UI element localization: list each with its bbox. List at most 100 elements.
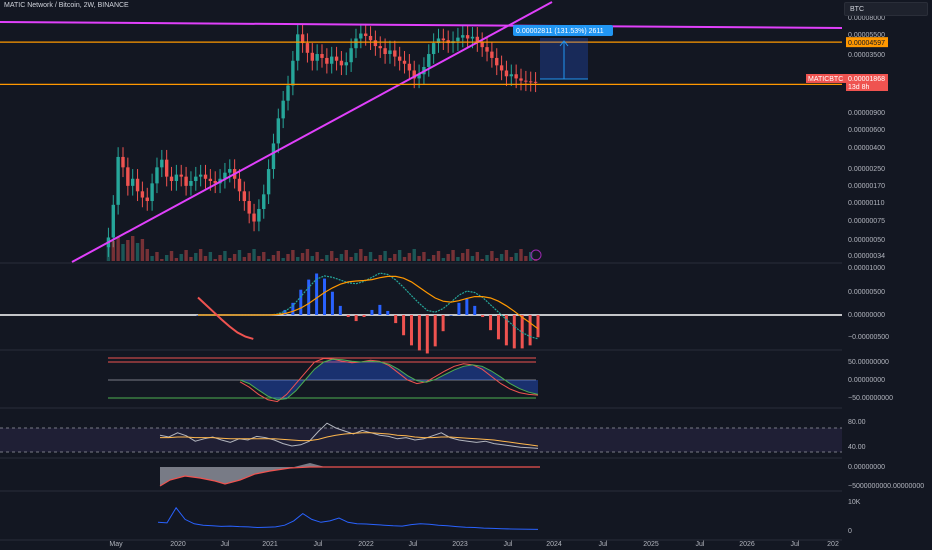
volume-bar bbox=[456, 257, 460, 261]
macd-histogram-bar bbox=[378, 304, 382, 315]
volume-bar bbox=[213, 259, 217, 261]
candle-body bbox=[223, 172, 227, 179]
macd-signal-line bbox=[198, 275, 539, 330]
volume-bar bbox=[116, 237, 120, 261]
volume-bar bbox=[276, 251, 281, 261]
candle-body bbox=[213, 181, 217, 184]
macd-histogram-bar bbox=[330, 291, 334, 315]
volume-bar bbox=[441, 258, 446, 261]
time-axis-tick-label: Jul bbox=[504, 541, 513, 548]
volume-bar bbox=[150, 256, 154, 261]
volume-bar bbox=[247, 253, 251, 261]
volume-bar bbox=[446, 254, 450, 261]
candle-body bbox=[524, 80, 528, 82]
candle-body bbox=[330, 56, 334, 64]
volume-bar bbox=[140, 239, 145, 261]
volume-bar bbox=[359, 249, 363, 261]
candle-body bbox=[504, 70, 509, 77]
price-axis-tick-label: 0.00000075 bbox=[848, 218, 885, 225]
histogram-area bbox=[160, 463, 540, 486]
volume-bar bbox=[427, 259, 431, 261]
candle-body bbox=[228, 169, 232, 173]
volume-bar bbox=[228, 258, 232, 261]
candle-body bbox=[315, 54, 319, 61]
rsi-line bbox=[159, 422, 539, 449]
macd-histogram-bar bbox=[402, 315, 406, 336]
candle-body bbox=[402, 60, 407, 64]
candle-body bbox=[334, 56, 339, 61]
candle-body bbox=[155, 167, 159, 184]
rsi-band-fill bbox=[0, 428, 842, 452]
candle-body bbox=[397, 56, 402, 61]
candle-body bbox=[339, 60, 344, 66]
volume-bar bbox=[305, 249, 310, 261]
volume-bar bbox=[373, 259, 378, 261]
macd-histogram-bar bbox=[315, 273, 319, 315]
volume-bar bbox=[402, 257, 407, 261]
candle-body bbox=[495, 57, 499, 66]
candle-body bbox=[465, 35, 470, 39]
volume-bar bbox=[504, 250, 509, 261]
volume-bar bbox=[310, 256, 314, 261]
volume-bar bbox=[417, 256, 421, 261]
line-pane-series bbox=[157, 506, 539, 530]
symbol-search-input[interactable]: BTC bbox=[844, 2, 928, 16]
candle-body bbox=[519, 78, 523, 81]
candle-body bbox=[533, 81, 538, 83]
volume-bar bbox=[169, 251, 174, 261]
volume-bar bbox=[485, 255, 489, 261]
bar-countdown-label: 13d 8h bbox=[848, 84, 870, 91]
candle-body bbox=[247, 201, 251, 214]
oscillator-axis-tick-label: 0.00000000 bbox=[848, 377, 885, 384]
candle-body bbox=[281, 100, 285, 119]
candle-body bbox=[320, 54, 324, 58]
candle-body bbox=[456, 37, 460, 42]
candle-body bbox=[368, 35, 373, 41]
volume-bar bbox=[475, 252, 480, 261]
candle-body bbox=[412, 70, 416, 79]
macd-histogram-bar bbox=[481, 315, 485, 318]
volume-bar bbox=[514, 253, 518, 261]
candle-body bbox=[164, 159, 169, 177]
candle-body bbox=[130, 178, 135, 186]
candle-body bbox=[354, 38, 358, 49]
macd-histogram-bar bbox=[512, 315, 516, 349]
volume-bar bbox=[155, 252, 159, 261]
price-axis-tick-label: 0.00000600 bbox=[848, 127, 885, 134]
candle-body bbox=[266, 169, 271, 195]
volume-bar bbox=[291, 250, 295, 261]
volume-bar bbox=[203, 256, 208, 261]
time-axis-tick-label: Jul bbox=[314, 541, 323, 548]
volume-bar bbox=[130, 236, 135, 261]
time-axis-tick-label: Jul bbox=[791, 541, 800, 548]
macd-line-tail bbox=[197, 296, 254, 340]
volume-bar bbox=[184, 250, 188, 261]
line-pane-axis-tick-label: 0 bbox=[848, 528, 852, 535]
macd-histogram-bar bbox=[536, 315, 540, 338]
candle-body bbox=[373, 40, 378, 47]
candle-body bbox=[461, 35, 465, 38]
macd-histogram-bar bbox=[417, 315, 421, 351]
time-axis-tick-label: Jul bbox=[409, 541, 418, 548]
volume-bar bbox=[237, 250, 242, 261]
volume-bar bbox=[363, 256, 368, 261]
volume-bar bbox=[412, 249, 416, 261]
price-axis-tick-label: 0.00000900 bbox=[848, 110, 885, 117]
candle-body bbox=[310, 52, 314, 61]
candle-body bbox=[252, 213, 256, 222]
macd-histogram-bar bbox=[465, 298, 469, 315]
measure-tooltip-box bbox=[513, 25, 613, 36]
macd-histogram-bar bbox=[394, 315, 398, 324]
candle-body bbox=[427, 54, 431, 67]
macd-histogram-bar bbox=[386, 310, 390, 315]
candle-body bbox=[470, 36, 475, 39]
histogram-outline bbox=[159, 466, 540, 487]
macd-axis-tick-label: 0.00000500 bbox=[848, 289, 885, 296]
candle-body bbox=[150, 183, 154, 202]
candle-body bbox=[169, 176, 174, 182]
volume-bar bbox=[135, 243, 140, 261]
level-price-tag-label: 0.00004597 bbox=[848, 40, 885, 47]
volume-bar bbox=[106, 245, 111, 261]
time-axis-tick-label: Jul bbox=[221, 541, 230, 548]
